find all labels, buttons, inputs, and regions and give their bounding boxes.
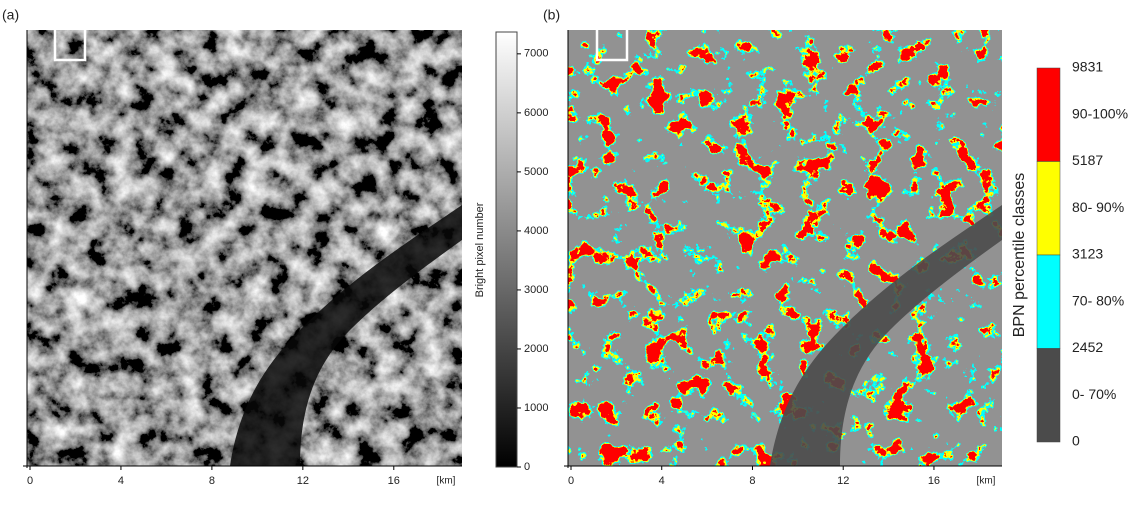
colorbar-tick-label: 1000 [524, 402, 548, 414]
panel-label: (b) [543, 7, 560, 23]
class-swatch [1036, 348, 1061, 443]
x-unit: [km] [437, 476, 456, 487]
class-boundary: 0 [1072, 433, 1080, 449]
x-tick-label: 0 [27, 475, 33, 487]
colorbar-tick-label: 5000 [524, 166, 548, 178]
river [230, 205, 462, 466]
x-unit: [km] [977, 476, 996, 487]
x-tick-label: 16 [388, 475, 400, 487]
class-boundary: 5187 [1072, 152, 1103, 168]
class-swatch [1036, 67, 1061, 162]
colorbar-tick-label: 3000 [524, 284, 548, 296]
x-tick-label: 16 [928, 475, 940, 487]
panel-label: (a) [2, 7, 19, 23]
class-boundary: 3123 [1072, 246, 1103, 262]
colorbar-tick-label: 0 [524, 461, 530, 473]
class-boundary: 9831 [1072, 59, 1103, 75]
class-map [568, 30, 1002, 466]
x-tick-label: 12 [837, 475, 849, 487]
x-tick-label: 0 [568, 475, 574, 487]
colorbar-tick-label: 4000 [524, 225, 548, 237]
gray-map [27, 30, 462, 466]
colorbar-label: Bright pixel number [474, 202, 486, 297]
x-tick-label: 8 [749, 475, 755, 487]
inset-marker [53, 30, 87, 62]
river [770, 205, 1002, 466]
x-tick-label: 8 [209, 475, 215, 487]
colorbar-tick-label: 7000 [524, 48, 548, 60]
colorbar-tick-label: 6000 [524, 107, 548, 119]
x-tick-label: 12 [297, 475, 309, 487]
x-tick-label: 4 [659, 475, 665, 487]
x-tick-label: 4 [118, 475, 124, 487]
class-name: 80- 90% [1072, 199, 1124, 215]
colorbar [495, 31, 518, 468]
inset-marker [595, 30, 629, 62]
class-name: 0- 70% [1072, 386, 1116, 402]
class-name: 70- 80% [1072, 292, 1124, 308]
colorbar-tick-label: 2000 [524, 343, 548, 355]
class-swatch [1036, 254, 1061, 349]
classes-label: BPN percentile classes [1011, 173, 1028, 338]
class-boundary: 2452 [1072, 339, 1103, 355]
class-name: 90-100% [1072, 105, 1128, 121]
class-swatch [1036, 161, 1061, 256]
